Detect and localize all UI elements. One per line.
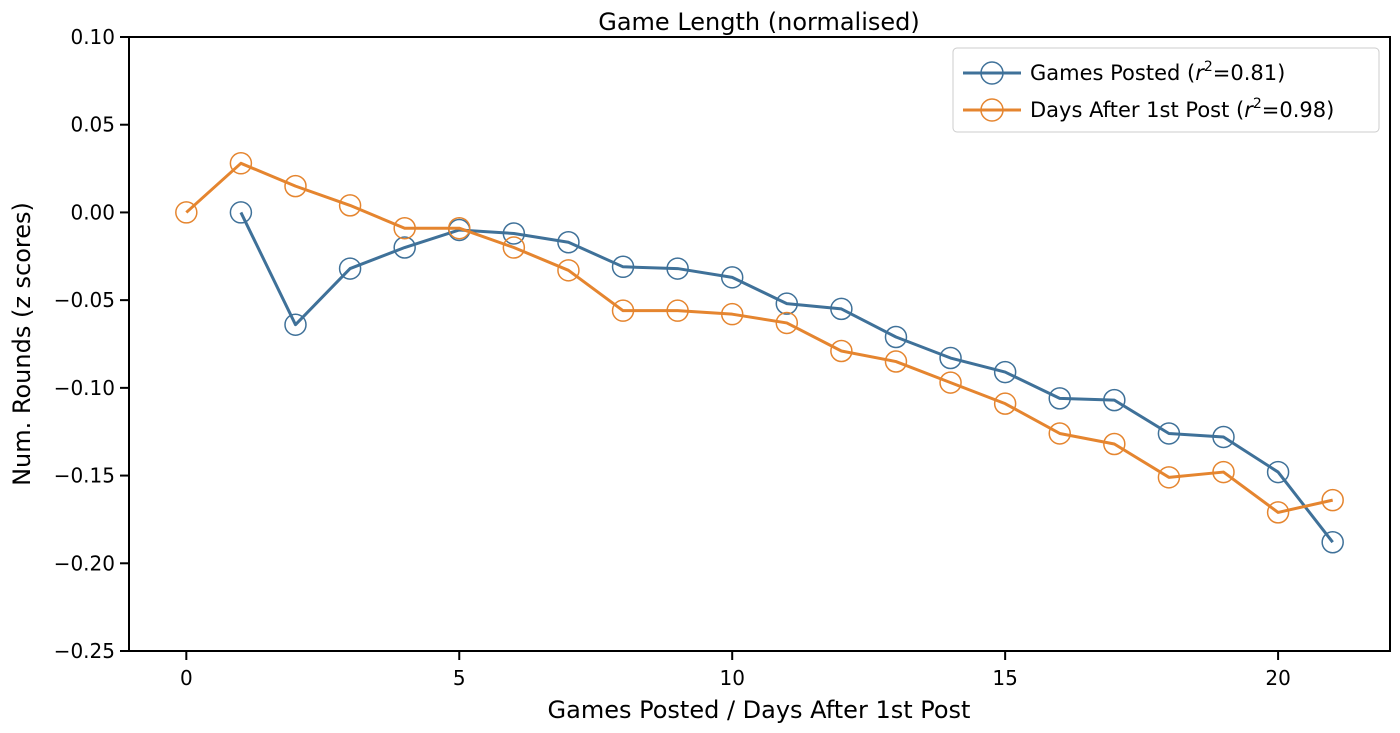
data-point-days-after-1st-post [229,152,253,175]
legend-entry-games-posted: Games Posted (r2=0.81) [963,59,1285,85]
data-point-days-after-1st-post [1048,422,1071,445]
data-point-days-after-1st-post [448,216,471,240]
data-point-days-after-1st-post [720,302,744,326]
y-axis-label: Num. Rounds (z scores) [8,202,36,486]
y-tick-label: −0.10 [54,376,115,400]
x-tick-label: 10 [719,666,744,690]
y-tick-label: −0.25 [54,639,115,663]
data-point-days-after-1st-post [884,350,908,373]
data-point-days-after-1st-post [557,259,580,282]
y-tick-label: 0.05 [70,113,115,137]
data-point-games-posted [666,257,689,280]
data-point-days-after-1st-post [666,299,689,322]
x-tick-label: 20 [1265,666,1290,690]
data-point-games-posted [830,297,853,321]
x-tick-label: 5 [453,666,466,690]
data-point-days-after-1st-post [830,339,853,363]
y-tick-label: −0.20 [54,551,115,575]
chart-title: Game Length (normalised) [598,8,919,36]
data-point-games-posted [229,201,253,224]
y-tick-label: 0.10 [70,25,115,49]
legend-r-symbol: r [1195,61,1205,85]
data-point-games-posted [720,266,744,289]
series-line-games-posted [239,211,1334,544]
data-point-days-after-1st-post [175,201,198,224]
y-tick-label: 0.00 [70,200,115,224]
x-tick-label: 15 [992,666,1017,690]
data-point-days-after-1st-post [611,299,635,322]
legend-label-days-after-1st-post: Days After 1st Post (r2=0.98) [1030,96,1334,122]
x-axis-label: Games Posted / Days After 1st Post [548,696,971,724]
legend-r-symbol: r [1244,98,1254,122]
data-point-days-after-1st-post [775,311,799,335]
legend-marker-days-after-1st-post [980,98,1004,122]
legend-r2-value: =0.81) [1213,61,1286,85]
data-point-games-posted [557,231,580,254]
legend-r2-value: =0.98) [1262,98,1335,122]
legend-label-games-posted: Games Posted (r2=0.81) [1030,59,1285,85]
plot-series [175,152,1344,554]
data-point-days-after-1st-post [1321,488,1344,512]
data-point-days-after-1st-post [284,174,307,198]
plot-area-frame [128,36,1391,652]
data-point-days-after-1st-post [502,236,526,259]
data-point-games-posted [1212,425,1235,449]
series-games-posted [229,201,1344,554]
data-point-games-posted [284,313,307,336]
data-point-games-posted [338,257,362,280]
data-point-games-posted [993,360,1017,384]
legend-series-name: Days After 1st Post [1030,98,1229,122]
legend-marker-games-posted [980,61,1004,85]
data-point-games-posted [502,222,526,245]
legend-series-name: Games Posted [1030,61,1180,85]
data-point-games-posted [1321,530,1344,554]
data-point-days-after-1st-post [338,194,362,217]
data-point-games-posted [775,292,799,315]
legend-frame [952,47,1380,133]
data-point-games-posted [611,255,635,279]
series-days-after-1st-post [175,152,1344,524]
data-point-days-after-1st-post [1157,466,1181,489]
data-point-games-posted [939,346,962,370]
series-line-days-after-1st-post [185,161,1334,514]
data-point-days-after-1st-post [393,216,416,240]
legend: Games Posted (r2=0.81) Days After 1st Po… [952,47,1380,133]
data-point-days-after-1st-post [1103,432,1126,456]
data-point-games-posted [1048,387,1071,410]
data-point-games-posted [1266,460,1290,484]
x-axis: 0 5 10 15 20 [180,651,1291,690]
x-tick-label: 0 [180,666,193,690]
data-point-games-posted [884,325,908,349]
y-tick-label: −0.05 [54,288,115,312]
data-point-games-posted [1157,422,1181,445]
data-point-days-after-1st-post [1212,460,1235,484]
data-point-games-posted [1103,388,1126,412]
data-point-games-posted [393,236,416,259]
legend-entry-days-after-1st-post: Days After 1st Post (r2=0.98) [963,96,1334,122]
y-axis: 0.10 0.05 0.00 −0.05 −0.10 −0.15 −0.20 −0.25 [54,25,129,663]
y-tick-label: −0.15 [54,464,115,488]
data-point-days-after-1st-post [939,371,962,394]
data-point-days-after-1st-post [1266,501,1290,524]
data-point-days-after-1st-post [993,392,1017,415]
